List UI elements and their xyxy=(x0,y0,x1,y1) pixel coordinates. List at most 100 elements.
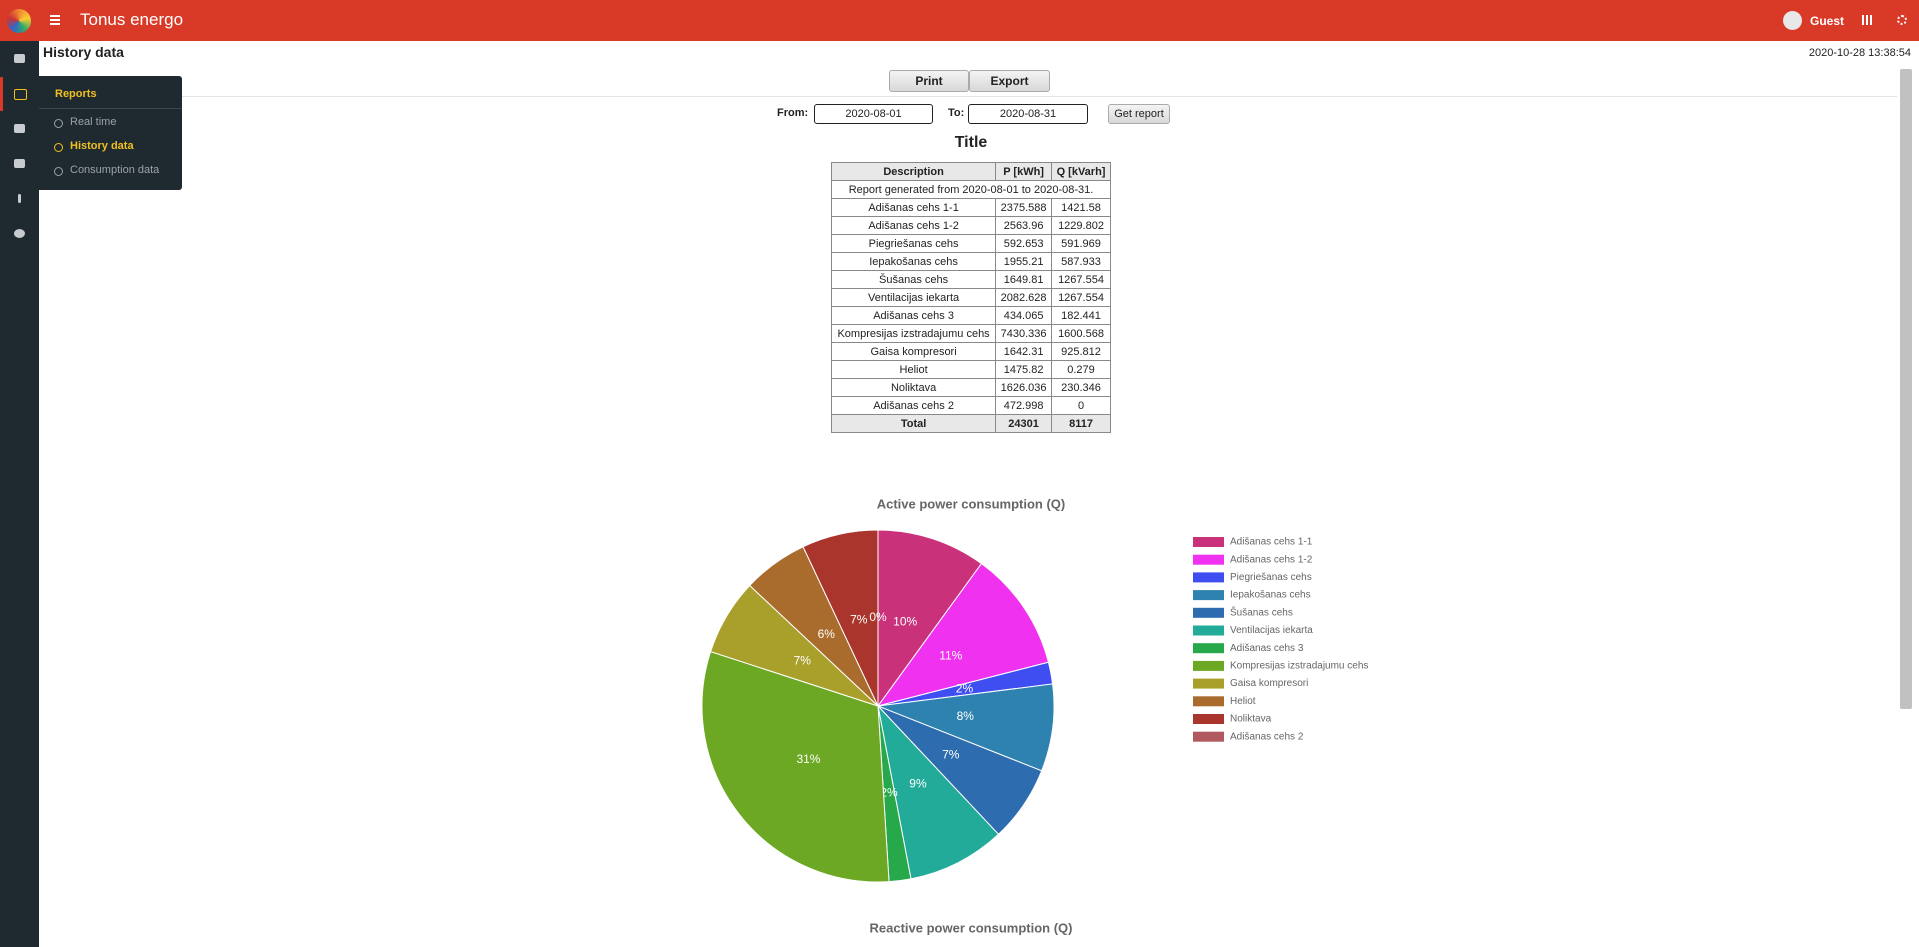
home-icon[interactable] xyxy=(14,54,25,63)
from-label: From: xyxy=(777,107,809,119)
table-cell: 1421.58 xyxy=(1051,198,1111,217)
pie-slice xyxy=(877,683,1055,772)
sidebar xyxy=(0,41,39,947)
table-row: Šušanas cehs 1649.81 1267.554 xyxy=(830,270,1111,289)
table-cell: 230.346 xyxy=(1051,378,1111,397)
table-cell: 587.933 xyxy=(1051,252,1111,271)
settings-icon[interactable] xyxy=(1897,15,1907,25)
table-cell: 2082.628 xyxy=(995,288,1053,307)
table-row: Ventilacijas iekarta 2082.628 1267.554 xyxy=(830,288,1111,307)
table-row: Adišanas cehs 1-2 2563.96 1229.802 xyxy=(830,216,1111,235)
scrollbar-thumb[interactable] xyxy=(1900,69,1912,709)
legend-label: Adišanas cehs 1-1 xyxy=(1230,537,1313,548)
table-cell: Adišanas cehs 2 xyxy=(830,396,997,415)
table-cell: Piegriešanas cehs xyxy=(830,234,997,253)
user-name[interactable]: Guest xyxy=(1810,14,1845,28)
column-header: Q [kVarh] xyxy=(1051,162,1111,181)
legend-swatch xyxy=(1193,625,1224,636)
app-title: Tonus energo xyxy=(80,10,184,29)
legend-label: Piegriešanas cehs xyxy=(1230,572,1312,583)
alarm-icon[interactable] xyxy=(14,159,25,168)
menu-divider xyxy=(39,108,182,109)
slice-label: 7% xyxy=(794,653,812,667)
table-cell: 0.279 xyxy=(1051,360,1111,379)
table-cell: Heliot xyxy=(830,360,997,379)
menu-bullet xyxy=(54,143,63,152)
get-report-button[interactable]: Get report xyxy=(1108,104,1170,124)
menu-item[interactable]: Consumption data xyxy=(70,164,160,176)
slice-label: 10% xyxy=(893,614,917,628)
active-indicator xyxy=(0,77,3,111)
slice-label: 11% xyxy=(939,649,962,663)
table-cell: Šušanas cehs xyxy=(830,270,997,289)
legend-label: Noliktava xyxy=(1230,714,1272,725)
pie-slice xyxy=(876,562,1050,707)
legend-swatch xyxy=(1193,696,1224,707)
logo[interactable] xyxy=(7,9,31,33)
table-cell: 472.998 xyxy=(995,396,1053,415)
menu-section[interactable]: Reports xyxy=(55,88,97,100)
table-cell: 1626.036 xyxy=(995,378,1053,397)
legend-swatch xyxy=(1193,678,1224,689)
legend-swatch xyxy=(1193,572,1224,583)
table-cell: Adišanas cehs 3 xyxy=(830,306,997,325)
legend-swatch xyxy=(1193,590,1224,601)
pie-slice xyxy=(877,529,983,708)
about-icon[interactable] xyxy=(14,229,25,238)
to-input[interactable]: 2020-08-31 xyxy=(968,104,1088,124)
slice-label: 31% xyxy=(796,752,820,766)
legend-swatch xyxy=(1193,554,1224,565)
table-cell: 1642.31 xyxy=(995,342,1053,361)
menu-item[interactable]: Real time xyxy=(70,116,117,128)
separator xyxy=(182,96,1897,97)
reports-icon[interactable] xyxy=(14,89,27,100)
timestamp: 2020-10-28 13:38:54 xyxy=(1808,47,1911,59)
table-cell: Iepakošanas cehs xyxy=(830,252,997,271)
note-row: Report generated from 2020-08-01 to 2020… xyxy=(831,180,1111,199)
from-input[interactable]: 2020-08-01 xyxy=(814,104,933,124)
legend-label: Šušanas cehs xyxy=(1230,605,1293,618)
column-header: P [kWh] xyxy=(995,162,1053,181)
legend-swatch xyxy=(1193,607,1224,618)
table-cell: 925.812 xyxy=(1051,342,1111,361)
toolbar-button[interactable]: Print xyxy=(889,70,969,92)
menu-toggle[interactable] xyxy=(50,15,60,17)
report-table: Description P [kWh] Q [kVarh] Report genera… xyxy=(830,162,1111,433)
menu-item[interactable]: History data xyxy=(70,140,134,152)
table-cell: 1267.554 xyxy=(1051,270,1111,289)
table-cell: Gaisa kompresori xyxy=(830,342,997,361)
menu-bullet xyxy=(54,119,63,128)
menu-bullet xyxy=(54,167,63,176)
table-cell: 1600.568 xyxy=(1051,324,1111,343)
table-cell: 434.065 xyxy=(995,306,1053,325)
info-icon[interactable] xyxy=(18,194,21,203)
table-cell: 1649.81 xyxy=(995,270,1053,289)
table-cell: 2563.96 xyxy=(995,216,1053,235)
table-cell: Adišanas cehs 1-1 xyxy=(830,198,997,217)
legend-label: Kompresijas izstradajumu cehs xyxy=(1230,661,1368,672)
legend-swatch xyxy=(1193,660,1224,671)
total-cell: 24301 xyxy=(995,414,1053,433)
chart-title: Reactive power consumption (Q) xyxy=(870,920,1073,935)
legend-label: Heliot xyxy=(1230,696,1256,707)
toolbar-button[interactable]: Export xyxy=(969,70,1050,92)
avatar[interactable] xyxy=(1783,11,1802,30)
table-cell: 7430.336 xyxy=(995,324,1053,343)
table-row: Adišanas cehs 2 472.998 0 xyxy=(830,396,1111,415)
legend-label: Iepakošanas cehs xyxy=(1230,590,1311,601)
table-row: Iepakošanas cehs 1955.21 587.933 xyxy=(830,252,1111,271)
slice-label: 7% xyxy=(850,612,868,626)
column-header: Description xyxy=(830,162,997,181)
slice-label: 2% xyxy=(880,785,898,799)
pie-slice xyxy=(701,650,890,883)
reports-menu: Reports Real time History data Consumption… xyxy=(39,76,182,190)
pie-slice xyxy=(877,704,1000,880)
table-cell: Ventilacijas iekarta xyxy=(830,288,997,307)
legend-label: Adišanas cehs 1-2 xyxy=(1230,554,1313,565)
apps-icon[interactable] xyxy=(1862,15,1872,25)
legend-swatch xyxy=(1193,537,1224,547)
chart-icon[interactable] xyxy=(14,124,25,133)
table-cell: 1475.82 xyxy=(995,360,1053,379)
legend-swatch xyxy=(1193,643,1224,654)
